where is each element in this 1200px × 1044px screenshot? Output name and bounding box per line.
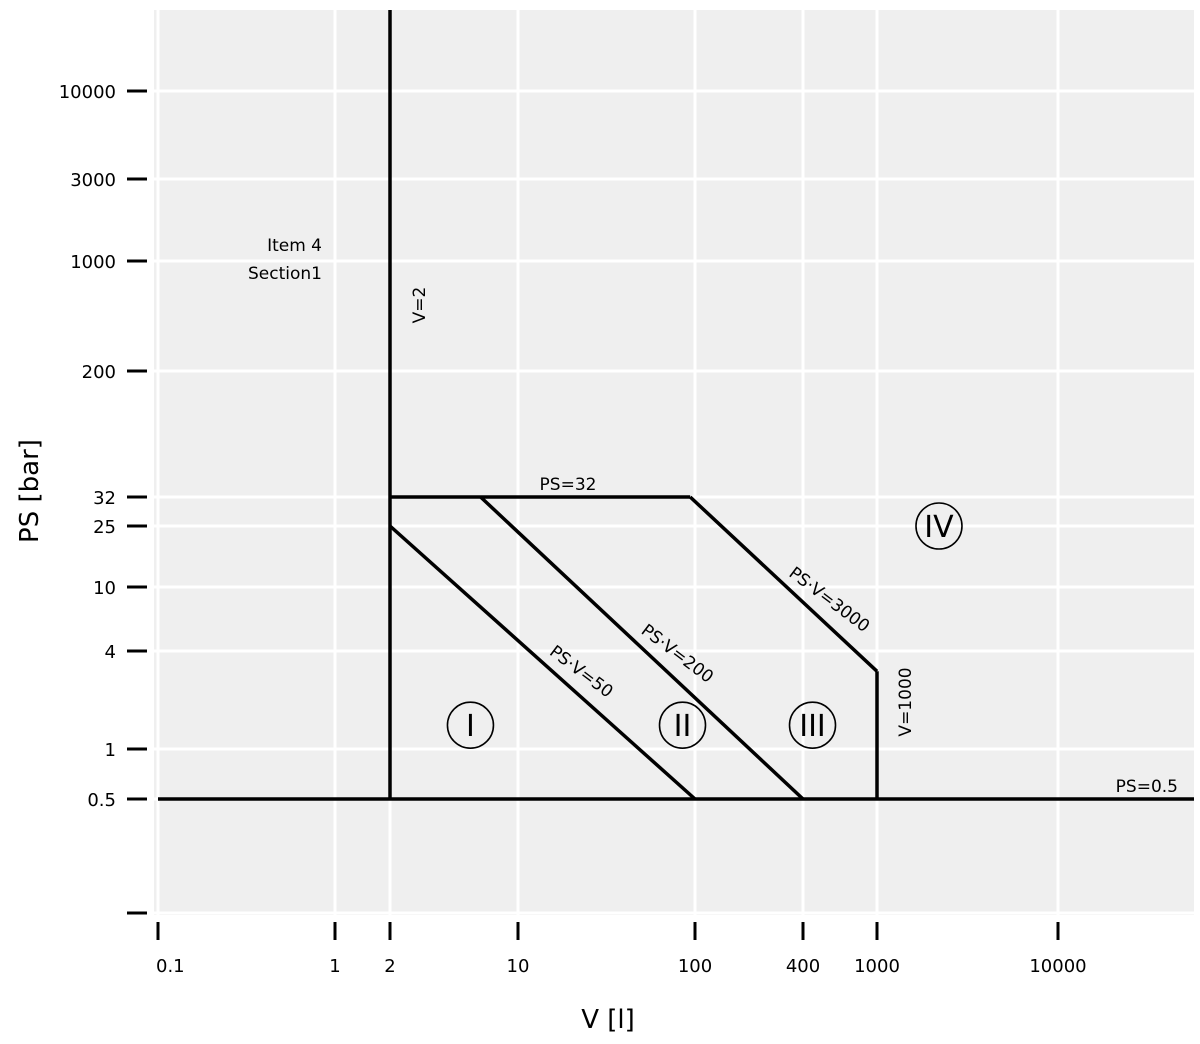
x-tick-label: 0.1: [156, 956, 185, 977]
y-tick-label: 32: [93, 488, 116, 509]
boundary-line: [689, 495, 879, 673]
boundary-line: [388, 524, 697, 801]
y-tick-label: 10000: [59, 82, 116, 103]
x-tick-label: 400: [786, 956, 820, 977]
region-circle: [915, 502, 963, 550]
y-tick-label: 10: [93, 578, 116, 599]
y-tick-label: 4: [105, 642, 116, 663]
boundary-label: V=2: [410, 287, 430, 324]
boundary-label: PS=32: [540, 475, 597, 495]
region-label: II: [674, 709, 692, 744]
y-tick-label: 3000: [70, 170, 116, 191]
y-tick-label: 1: [105, 740, 116, 761]
x-tick-label: 1000: [854, 956, 900, 977]
boundary-label: PS=0.5: [1116, 777, 1178, 797]
y-tick-label: 1000: [70, 252, 116, 273]
annotation-text: Item 4: [267, 236, 322, 256]
region-circle: [446, 701, 495, 750]
boundary-lines: [158, 10, 1194, 801]
annotations: Item 4 Section1: [248, 236, 322, 284]
x-tick-label: 10: [507, 956, 530, 977]
region-circle: [658, 701, 707, 750]
axis-ticks: 0.1 1 2 10 100 400 1000 10000 0.5 1 4 10 25 32 200 1000…: [59, 82, 1087, 977]
x-tick-label: 2: [384, 956, 395, 977]
region-label: III: [799, 709, 826, 744]
x-tick-label: 100: [678, 956, 712, 977]
boundary-label: V=1000: [896, 667, 916, 736]
y-tick-label: 25: [93, 517, 116, 538]
annotation-text: Section1: [248, 264, 322, 284]
y-tick-label: 200: [82, 362, 116, 383]
y-tick-label: 0.5: [87, 790, 116, 811]
region-label: IV: [924, 510, 954, 545]
x-axis-title: V [l]: [581, 1005, 635, 1035]
x-tick-label: 10000: [1029, 956, 1086, 977]
y-axis-title: PS [bar]: [15, 439, 45, 543]
region-label: I: [466, 709, 475, 744]
plot-area: [154, 10, 1194, 915]
boundary-line: [479, 495, 805, 801]
region-circle: [788, 701, 837, 750]
x-tick-label: 1: [329, 956, 340, 977]
